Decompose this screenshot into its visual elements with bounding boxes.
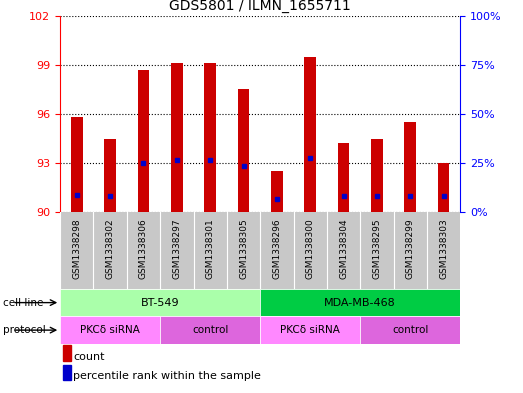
Bar xyxy=(360,316,460,344)
Bar xyxy=(160,316,260,344)
Bar xyxy=(71,117,83,212)
Bar xyxy=(304,57,316,212)
Text: percentile rank within the sample: percentile rank within the sample xyxy=(73,371,261,381)
Text: count: count xyxy=(73,352,105,362)
Bar xyxy=(260,289,460,316)
Text: PKCδ siRNA: PKCδ siRNA xyxy=(280,325,340,335)
Bar xyxy=(438,163,449,212)
Title: GDS5801 / ILMN_1655711: GDS5801 / ILMN_1655711 xyxy=(169,0,351,13)
Text: protocol: protocol xyxy=(3,325,46,335)
Bar xyxy=(204,63,216,212)
Text: GSM1338306: GSM1338306 xyxy=(139,219,148,279)
Bar xyxy=(138,70,150,212)
Bar xyxy=(404,122,416,212)
Bar xyxy=(104,139,116,212)
Bar xyxy=(237,90,249,212)
Bar xyxy=(60,289,260,316)
Text: PKCδ siRNA: PKCδ siRNA xyxy=(80,325,140,335)
Bar xyxy=(60,316,160,344)
Text: GSM1338301: GSM1338301 xyxy=(206,219,214,279)
Text: GSM1338303: GSM1338303 xyxy=(439,219,448,279)
Text: control: control xyxy=(392,325,428,335)
Text: GSM1338304: GSM1338304 xyxy=(339,219,348,279)
Text: GSM1338299: GSM1338299 xyxy=(406,219,415,279)
Text: GSM1338298: GSM1338298 xyxy=(72,219,81,279)
Text: BT-549: BT-549 xyxy=(141,298,179,308)
Bar xyxy=(338,143,349,212)
Bar xyxy=(371,139,383,212)
Text: GSM1338296: GSM1338296 xyxy=(272,219,281,279)
Text: GSM1338295: GSM1338295 xyxy=(372,219,381,279)
Text: GSM1338300: GSM1338300 xyxy=(306,219,315,279)
Text: GSM1338305: GSM1338305 xyxy=(239,219,248,279)
Bar xyxy=(171,63,183,212)
Text: GSM1338302: GSM1338302 xyxy=(106,219,115,279)
Bar xyxy=(271,171,283,212)
Text: MDA-MB-468: MDA-MB-468 xyxy=(324,298,396,308)
Text: control: control xyxy=(192,325,229,335)
Text: GSM1338297: GSM1338297 xyxy=(173,219,181,279)
Text: cell line: cell line xyxy=(3,298,43,308)
Bar xyxy=(260,316,360,344)
